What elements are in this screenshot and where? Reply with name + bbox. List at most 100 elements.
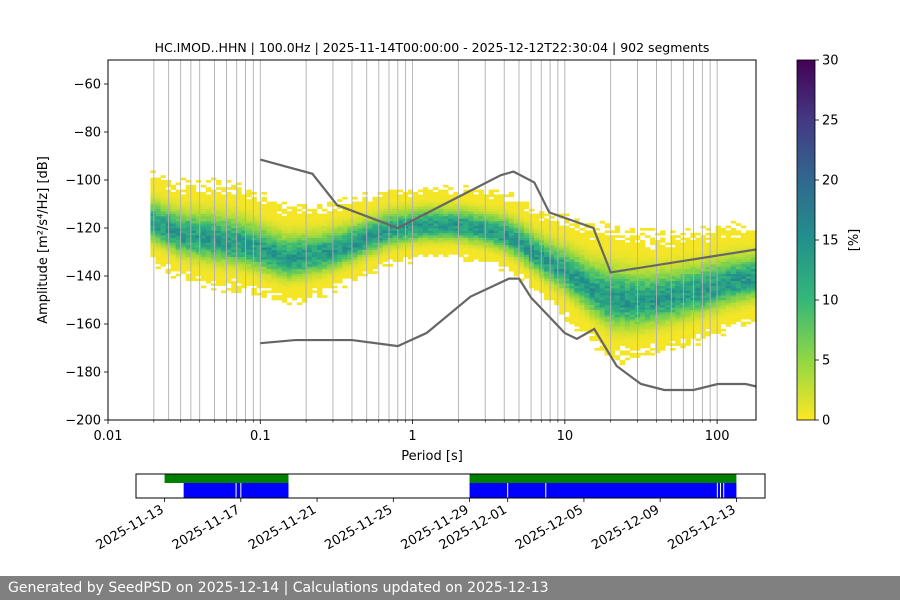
heatmap-cell (473, 228, 479, 231)
heatmap-cell (725, 288, 732, 291)
heatmap-cell (296, 273, 303, 277)
heatmap-cell (195, 196, 202, 200)
heatmap-cell (281, 249, 288, 253)
heatmap-cell (594, 247, 600, 250)
heatmap-cell (271, 237, 278, 241)
heatmap-cell (175, 247, 182, 250)
heatmap-cell (352, 254, 358, 258)
heatmap-cell (216, 259, 222, 262)
heatmap-cell (276, 273, 283, 277)
heatmap-cell (660, 252, 666, 255)
heatmap-cell (311, 256, 318, 260)
heatmap-cell (533, 216, 540, 219)
heatmap-cell (261, 295, 267, 298)
heatmap-cell (549, 259, 555, 262)
heatmap-cell (382, 228, 389, 231)
heatmap-cell (357, 218, 363, 222)
heatmap-cell (599, 266, 606, 270)
heatmap-cell (655, 326, 661, 330)
heatmap-cell (327, 237, 333, 241)
heatmap-cell (523, 237, 530, 241)
heatmap-cell (205, 228, 212, 231)
heatmap-cell (256, 247, 262, 250)
heatmap-cell (478, 201, 484, 205)
heatmap-cell (160, 254, 166, 258)
heatmap-cell (745, 309, 752, 313)
heatmap-cell (720, 314, 727, 318)
heatmap-cell (493, 228, 500, 231)
heatmap-cell (619, 352, 626, 356)
heatmap-cell (342, 223, 348, 226)
heatmap-cell (180, 199, 187, 202)
heatmap-cell (584, 256, 590, 260)
heatmap-cell (644, 261, 651, 265)
heatmap-cell (675, 307, 681, 310)
heatmap-cell (700, 280, 706, 284)
heatmap-cell (518, 242, 525, 246)
heatmap-cell (316, 295, 323, 298)
heatmap-cell (528, 266, 535, 270)
heatmap-cell (281, 266, 288, 270)
heatmap-cell (644, 295, 651, 298)
heatmap-cell (700, 242, 706, 246)
heatmap-cell (609, 343, 616, 346)
heatmap-cell (422, 194, 429, 198)
heatmap-cell (533, 225, 540, 229)
heatmap-cell (422, 230, 429, 234)
heatmap-cell (549, 225, 555, 229)
heatmap-cell (251, 192, 257, 195)
heatmap-cell (468, 254, 474, 258)
heatmap-cell (185, 261, 192, 265)
heatmap-cell (301, 261, 308, 265)
heatmap-cell (589, 309, 595, 313)
heatmap-cell (407, 252, 414, 255)
heatmap-cell (357, 208, 363, 212)
heatmap-cell (372, 232, 378, 236)
heatmap-cell (685, 290, 691, 294)
heatmap-cell (650, 316, 656, 320)
heatmap-cell (150, 201, 156, 205)
heatmap-cell (695, 232, 701, 236)
heatmap-cell (660, 297, 666, 301)
heatmap-cell (190, 259, 197, 262)
heatmap-cell (322, 220, 328, 224)
heatmap-cell (609, 338, 616, 342)
heatmap-cell (503, 208, 510, 212)
heatmap-cell (311, 228, 318, 231)
heatmap-cell (241, 201, 247, 205)
heatmap-cell (604, 276, 611, 279)
heatmap-cell (660, 331, 666, 334)
heatmap-cell (170, 249, 177, 253)
heatmap-cell (427, 223, 434, 226)
heatmap-cell (473, 247, 479, 250)
heatmap-cell (322, 237, 328, 241)
heatmap-cell (675, 312, 681, 315)
heatmap-cell (286, 295, 293, 298)
heatmap-cell (735, 300, 742, 303)
heatmap-cell (412, 213, 419, 217)
heatmap-cell (397, 201, 404, 205)
heatmap-cell (397, 213, 404, 217)
heatmap-cell (478, 220, 484, 224)
heatmap-cell (579, 273, 585, 277)
heatmap-cell (715, 295, 722, 298)
heatmap-cell (710, 252, 717, 255)
heatmap-cell (523, 259, 530, 262)
heatmap-cell (745, 285, 752, 289)
heatmap-cell (296, 268, 303, 272)
heatmap-cell (584, 312, 590, 315)
heatmap-cell (508, 228, 515, 231)
heatmap-cell (655, 256, 661, 260)
heatmap-cell (508, 204, 515, 207)
heatmap-cell (347, 240, 353, 243)
heatmap-cell (211, 211, 217, 214)
heatmap-cell (261, 280, 267, 284)
heatmap-cell (644, 290, 651, 294)
heatmap-cell (660, 232, 666, 236)
heatmap-cell (387, 189, 394, 193)
heatmap-cell (740, 254, 747, 258)
heatmap-cell (241, 213, 247, 217)
heatmap-cell (160, 264, 166, 267)
heatmap-cell (720, 292, 727, 296)
heatmap-cell (463, 242, 469, 246)
